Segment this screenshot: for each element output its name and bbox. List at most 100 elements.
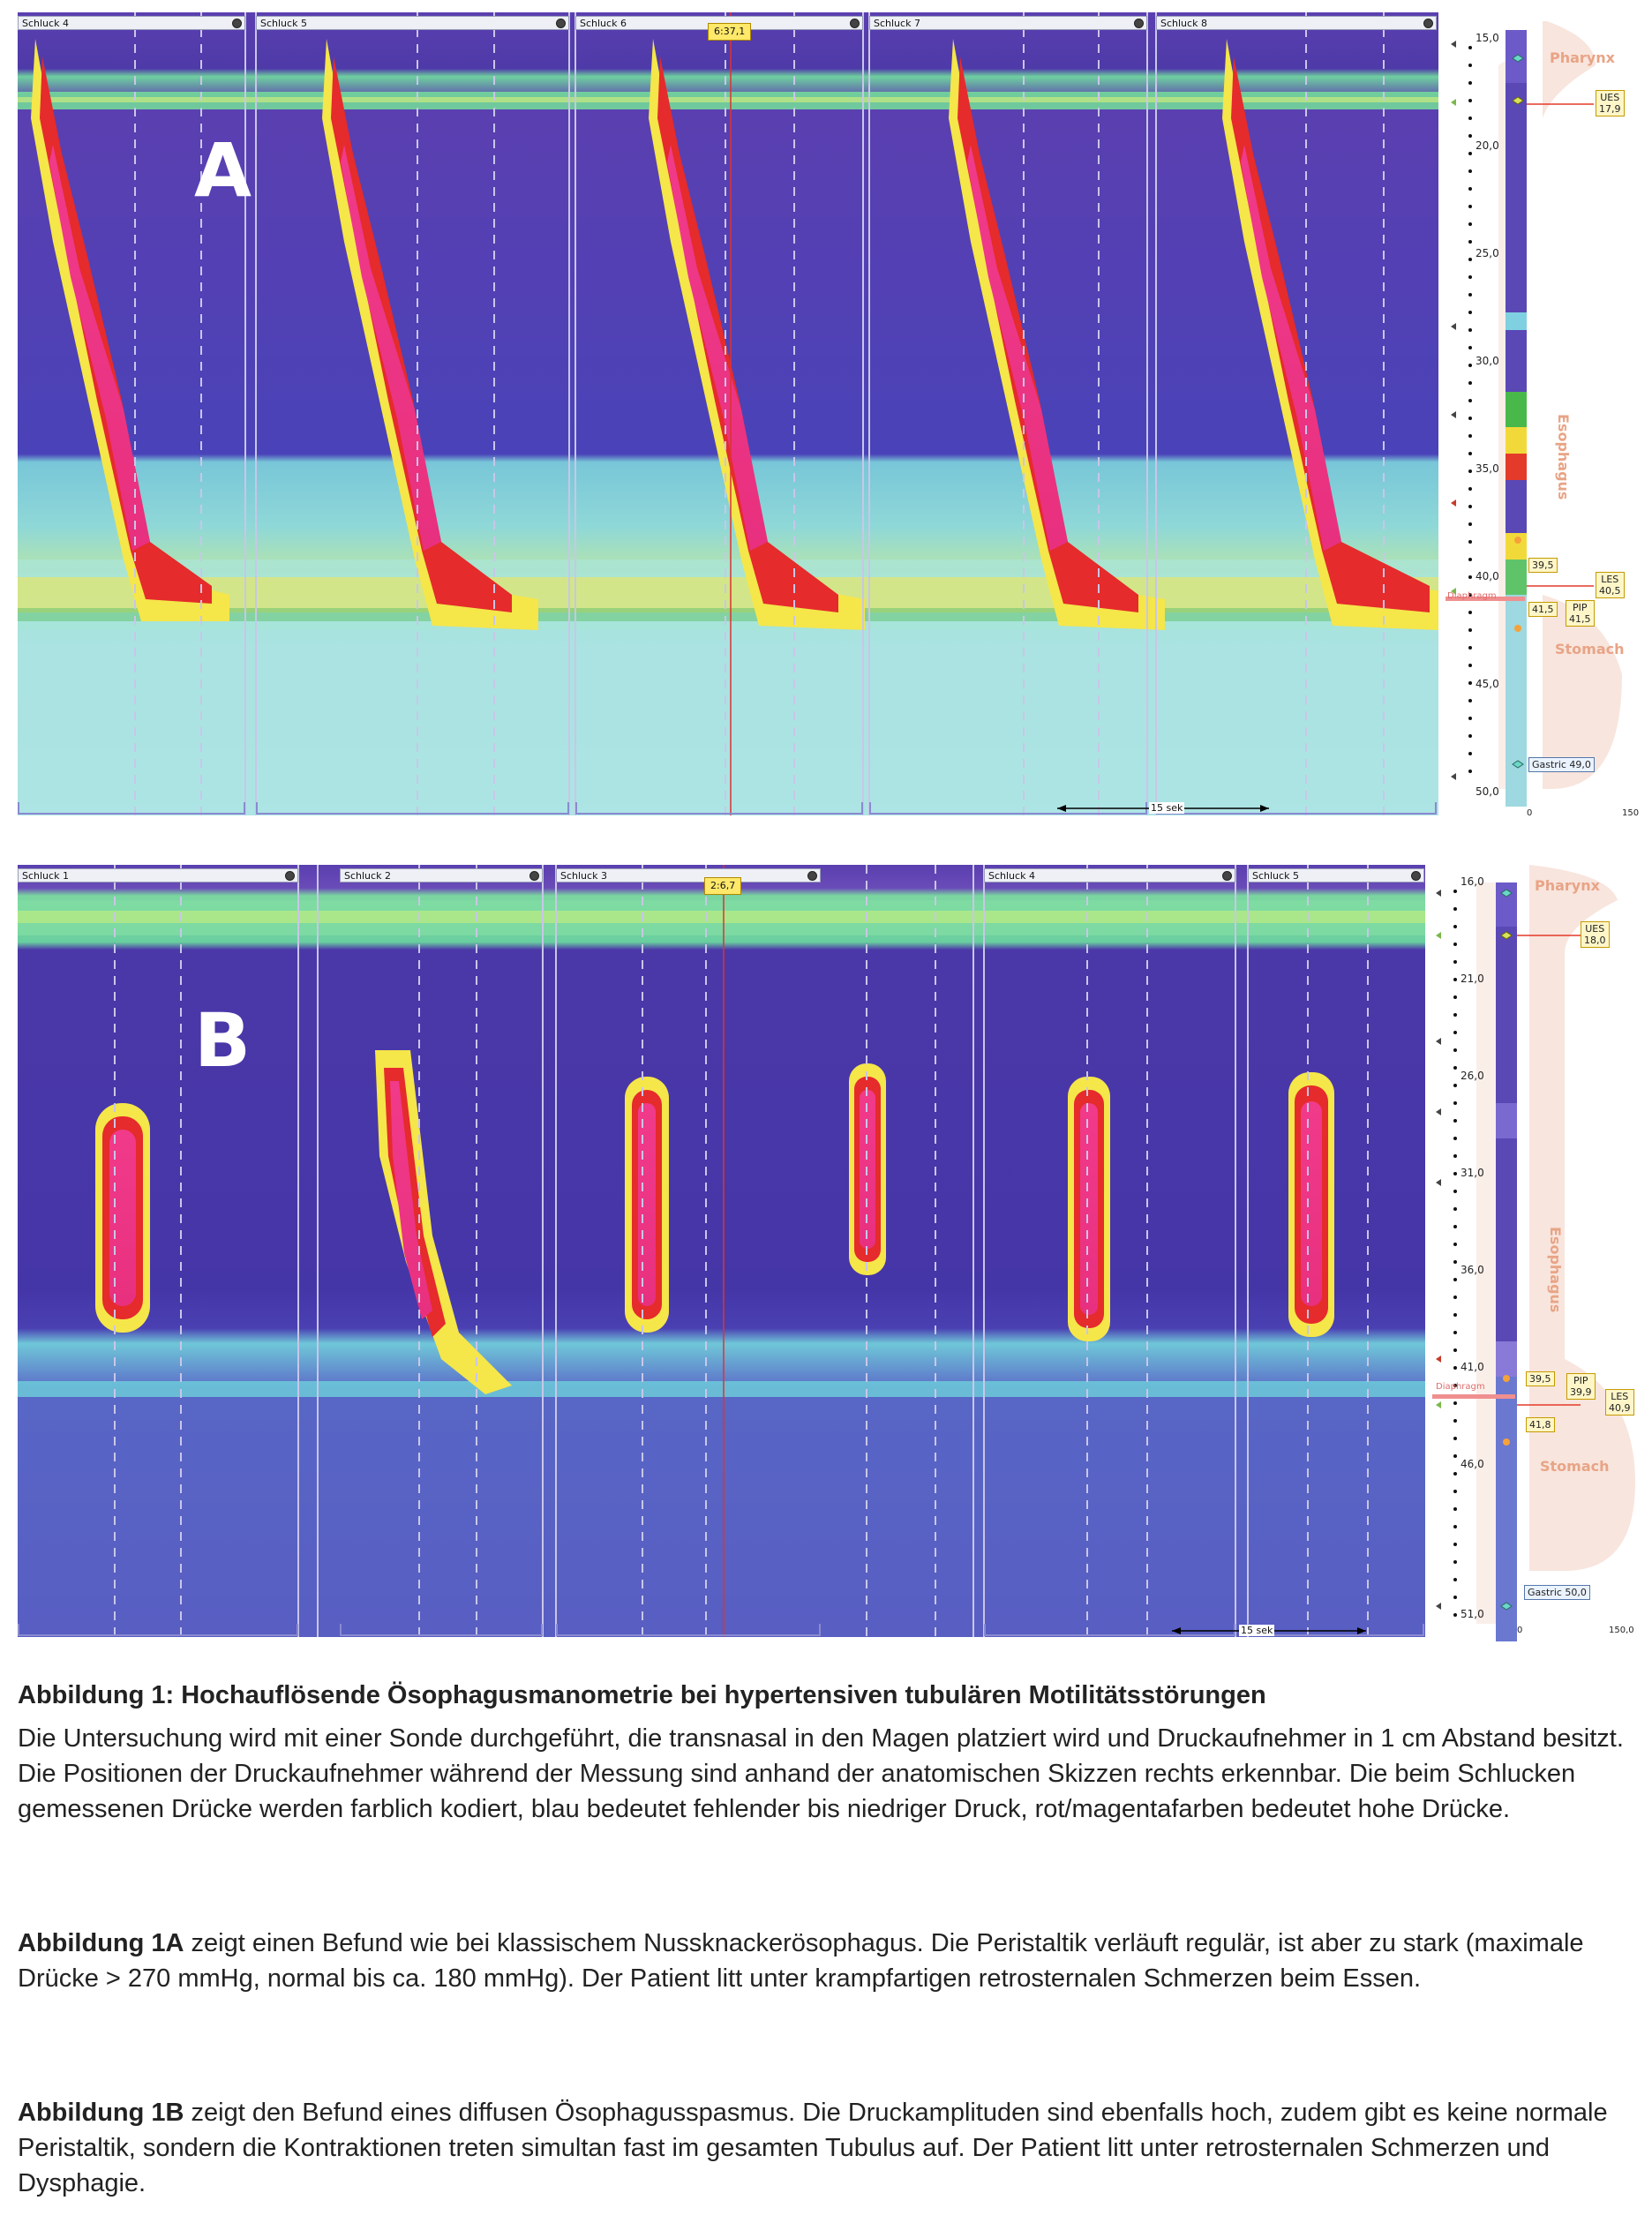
les-label: LES [1611, 1391, 1629, 1402]
anatomy-sidebar-b: 16,0 21,0 26,0 31,0 36,0 41,0 46,0 51,0 … [1432, 865, 1641, 1641]
swallow-tab-a5[interactable]: Schluck 8 [1156, 16, 1437, 30]
swallow-settings-icon[interactable] [1222, 871, 1232, 881]
color-scale-min: 0 [1517, 1626, 1523, 1635]
swallow-tab-b1[interactable]: Schluck 1 [18, 868, 298, 882]
les-value: 40,5 [1599, 585, 1621, 597]
caption-a-lead: Abbildung 1A [18, 1929, 184, 1957]
manometry-panel-b: Schluck 1 Schluck 2 Schluck 3 Schluck 4 … [18, 865, 1641, 1641]
caption-a-text: zeigt einen Befund wie bei klassischem N… [18, 1929, 1584, 1993]
swallow-settings-icon[interactable] [1134, 19, 1144, 28]
swallow-settings-icon[interactable] [850, 19, 860, 28]
depth-tick: 25,0 [1476, 247, 1499, 259]
swallow-frame [556, 1624, 821, 1636]
spasm-contraction-b6 [1288, 1072, 1334, 1337]
anatomy-sketch-a [1446, 21, 1622, 807]
figure-caption-b: Abbildung 1B zeigt den Befund eines diff… [18, 2095, 1641, 2201]
pip-value: 39,9 [1570, 1386, 1592, 1398]
stomach-label: Stomach [1540, 1458, 1610, 1475]
pharynx-label: Pharynx [1550, 49, 1615, 66]
swallow-tab-label: Schluck 3 [560, 870, 607, 882]
depth-tick: 41,0 [1461, 1361, 1484, 1373]
swallow-settings-icon[interactable] [1423, 19, 1433, 28]
swallow-settings-icon[interactable] [1411, 871, 1421, 881]
pip-label: PIP [1573, 1375, 1588, 1386]
depth-tick: 50,0 [1476, 785, 1499, 798]
spasm-contraction-b3 [625, 1077, 669, 1333]
les-marker[interactable]: LES 40,5 [1596, 572, 1625, 598]
swallow-settings-icon[interactable] [556, 19, 566, 28]
swallow-frame [256, 802, 569, 815]
depth-tick: 21,0 [1461, 973, 1484, 985]
pip-label: PIP [1572, 602, 1588, 613]
anatomy-sidebar-a: 15,0 20,0 25,0 30,0 35,0 40,0 45,0 50,0 … [1446, 12, 1641, 824]
time-cursor-label[interactable]: 6:37,1 [708, 23, 752, 41]
swallow-settings-icon[interactable] [285, 871, 295, 881]
manometry-panel-a: Schluck 4 Schluck 5 Schluck 6 Schluck 7 … [18, 12, 1641, 824]
gastric-marker[interactable]: Gastric 50,0 [1524, 1585, 1590, 1600]
swallow-settings-icon[interactable] [529, 871, 539, 881]
swallow-settings-icon[interactable] [232, 19, 242, 28]
diaphragm-label: Diaphragm [1447, 591, 1497, 601]
les-marker[interactable]: LES 40,9 [1605, 1389, 1634, 1416]
depth-tick: 16,0 [1461, 875, 1484, 888]
swallow-wave-a1 [31, 39, 229, 621]
depth-tick: 26,0 [1461, 1070, 1484, 1082]
diaphragm-label: Diaphragm [1436, 1382, 1485, 1392]
pip-marker[interactable]: PIP 39,9 [1566, 1373, 1596, 1400]
caption-b-text: zeigt den Befund eines diffusen Ösophagu… [18, 2099, 1608, 2197]
swallow-tab-a4[interactable]: Schluck 7 [869, 16, 1147, 30]
spasm-contraction-b5 [1068, 1077, 1110, 1341]
swallow-tab-b5[interactable]: Schluck 5 [1248, 868, 1424, 882]
gastric-marker[interactable]: Gastric 49,0 [1528, 757, 1595, 772]
depth-marker[interactable]: 39,5 [1526, 1371, 1555, 1386]
swallow-tab-label: Schluck 4 [22, 18, 69, 29]
panel-letter: A [194, 127, 252, 214]
depth-marker[interactable]: 39,5 [1528, 558, 1558, 573]
swallow-settings-icon[interactable] [807, 871, 817, 881]
swallow-tab-b3[interactable]: Schluck 3 [556, 868, 821, 882]
les-value: 40,9 [1609, 1402, 1631, 1414]
time-cursor-label[interactable]: 2:6,7 [704, 877, 742, 895]
spasm-contraction-b1 [95, 1103, 150, 1333]
depth-tick: 20,0 [1476, 139, 1499, 152]
depth-tick: 51,0 [1461, 1608, 1484, 1620]
caption-b-lead: Abbildung 1B [18, 2099, 184, 2127]
pip-marker[interactable]: PIP 41,5 [1566, 600, 1595, 627]
ues-label: UES [1585, 923, 1605, 935]
ues-value: 17,9 [1599, 103, 1621, 115]
depth-tick: 31,0 [1461, 1167, 1484, 1179]
swallow-frame [1156, 802, 1437, 815]
swallow-tab-a1[interactable]: Schluck 4 [18, 16, 245, 30]
pressure-topography-b: Schluck 1 Schluck 2 Schluck 3 Schluck 4 … [18, 865, 1425, 1637]
ues-marker[interactable]: UES 18,0 [1581, 921, 1610, 948]
swallow-tab-label: Schluck 1 [22, 870, 69, 882]
panel-letter: B [194, 997, 252, 1084]
swallow-tab-label: Schluck 4 [988, 870, 1035, 882]
depth-marker[interactable]: 41,5 [1528, 602, 1558, 617]
depth-tick: 45,0 [1476, 678, 1499, 690]
swallow-tab-label: Schluck 5 [1252, 870, 1299, 882]
swallow-wave-a4 [949, 39, 1165, 630]
swallow-frame [18, 802, 245, 815]
depth-tick: 40,0 [1476, 570, 1499, 582]
anatomy-sketch-b [1432, 865, 1635, 1641]
swallow-frame [575, 802, 863, 815]
swallow-tab-b2[interactable]: Schluck 2 [340, 868, 543, 882]
depth-tick: 15,0 [1476, 32, 1499, 44]
depth-marker[interactable]: 41,8 [1526, 1417, 1555, 1432]
ues-marker[interactable]: UES 17,9 [1596, 90, 1625, 116]
swallow-frame [340, 1624, 543, 1636]
color-scale-max: 150,0 [1609, 1626, 1634, 1635]
swallow-frame [18, 1624, 298, 1636]
stomach-label: Stomach [1555, 641, 1625, 657]
color-scale-max: 150 [1622, 808, 1640, 818]
depth-tick: 46,0 [1461, 1458, 1484, 1470]
swallow-wave-a3 [649, 39, 865, 630]
figure-caption-title: Abbildung 1: Hochauflösende Ösophagusman… [18, 1681, 1266, 1709]
ues-value: 18,0 [1584, 935, 1606, 946]
swallow-tab-a2[interactable]: Schluck 5 [256, 16, 569, 30]
spasm-contraction-b2 [375, 1050, 512, 1394]
swallow-tab-label: Schluck 7 [874, 18, 920, 29]
depth-tick: 35,0 [1476, 462, 1499, 475]
swallow-tab-b4[interactable]: Schluck 4 [984, 868, 1235, 882]
